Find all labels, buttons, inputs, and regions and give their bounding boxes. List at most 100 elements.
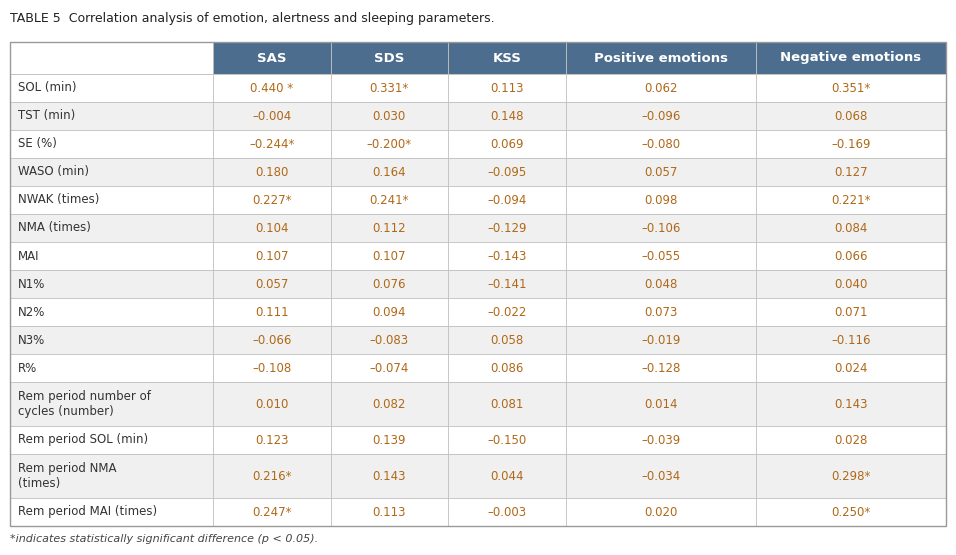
Bar — [566, 454, 756, 498]
Text: –0.129: –0.129 — [488, 221, 527, 235]
Text: 0.086: 0.086 — [490, 361, 524, 375]
Text: 0.014: 0.014 — [644, 397, 678, 411]
Text: –0.003: –0.003 — [488, 506, 527, 518]
Text: 0.331*: 0.331* — [370, 82, 409, 94]
Text: WASO (min): WASO (min) — [18, 165, 89, 179]
Bar — [756, 326, 946, 354]
Text: 0.250*: 0.250* — [832, 506, 871, 518]
Text: SE (%): SE (%) — [18, 138, 56, 150]
Text: 0.044: 0.044 — [490, 470, 524, 482]
Bar — [213, 102, 331, 130]
Text: 0.040: 0.040 — [835, 278, 868, 290]
Text: TABLE 5  Correlation analysis of emotion, alertness and sleeping parameters.: TABLE 5 Correlation analysis of emotion,… — [10, 12, 494, 25]
Bar — [448, 102, 566, 130]
Text: –0.074: –0.074 — [370, 361, 409, 375]
Text: Positive emotions: Positive emotions — [594, 52, 728, 64]
Bar — [566, 158, 756, 186]
Text: –0.094: –0.094 — [488, 194, 527, 206]
Text: 0.024: 0.024 — [835, 361, 868, 375]
Text: –0.116: –0.116 — [831, 334, 871, 346]
Text: SDS: SDS — [374, 52, 404, 64]
Bar — [331, 214, 448, 242]
Bar — [756, 426, 946, 454]
Bar — [331, 158, 448, 186]
Text: 0.127: 0.127 — [834, 165, 868, 179]
Bar — [566, 242, 756, 270]
Bar — [10, 270, 213, 298]
Bar — [448, 74, 566, 102]
Bar — [213, 130, 331, 158]
Text: 0.164: 0.164 — [373, 165, 406, 179]
Bar — [566, 130, 756, 158]
Bar — [756, 242, 946, 270]
Bar — [10, 130, 213, 158]
Bar — [331, 298, 448, 326]
Bar — [213, 186, 331, 214]
Text: –0.169: –0.169 — [831, 138, 871, 150]
Text: 0.221*: 0.221* — [831, 194, 871, 206]
Text: –0.034: –0.034 — [641, 470, 681, 482]
Text: 0.069: 0.069 — [490, 138, 524, 150]
Text: Rem period number of
cycles (number): Rem period number of cycles (number) — [18, 390, 151, 418]
Text: Rem period SOL (min): Rem period SOL (min) — [18, 433, 148, 447]
Bar — [448, 158, 566, 186]
Bar — [756, 382, 946, 426]
Text: N3%: N3% — [18, 334, 45, 346]
Bar — [213, 214, 331, 242]
Text: 0.076: 0.076 — [373, 278, 406, 290]
Text: 0.143: 0.143 — [373, 470, 406, 482]
Text: 0.298*: 0.298* — [831, 470, 871, 482]
Bar — [331, 42, 448, 74]
Bar — [10, 42, 213, 74]
Text: 0.030: 0.030 — [373, 109, 406, 123]
Text: –0.143: –0.143 — [488, 250, 527, 263]
Bar — [10, 186, 213, 214]
Bar — [566, 214, 756, 242]
Text: 0.098: 0.098 — [644, 194, 678, 206]
Bar — [756, 186, 946, 214]
Bar — [331, 74, 448, 102]
Bar — [331, 186, 448, 214]
Bar — [756, 354, 946, 382]
Text: –0.022: –0.022 — [488, 305, 527, 319]
Text: 0.068: 0.068 — [835, 109, 868, 123]
Bar — [213, 242, 331, 270]
Bar — [331, 354, 448, 382]
Text: –0.004: –0.004 — [252, 109, 292, 123]
Bar — [213, 498, 331, 526]
Text: –0.244*: –0.244* — [250, 138, 294, 150]
Text: –0.039: –0.039 — [641, 433, 681, 447]
Text: –0.200*: –0.200* — [367, 138, 412, 150]
Text: 0.058: 0.058 — [490, 334, 524, 346]
Bar — [448, 382, 566, 426]
Bar — [756, 74, 946, 102]
Bar — [10, 354, 213, 382]
Text: –0.150: –0.150 — [488, 433, 527, 447]
Text: Rem period NMA
(times): Rem period NMA (times) — [18, 462, 117, 490]
Bar — [10, 382, 213, 426]
Bar — [756, 498, 946, 526]
Bar — [10, 42, 946, 526]
Bar — [448, 298, 566, 326]
Text: –0.095: –0.095 — [488, 165, 527, 179]
Bar — [566, 498, 756, 526]
Bar — [331, 102, 448, 130]
Bar — [331, 426, 448, 454]
Bar — [10, 426, 213, 454]
Text: 0.440 *: 0.440 * — [250, 82, 293, 94]
Text: 0.123: 0.123 — [255, 433, 289, 447]
Text: N1%: N1% — [18, 278, 45, 290]
Text: –0.066: –0.066 — [252, 334, 292, 346]
Bar — [566, 270, 756, 298]
Text: 0.107: 0.107 — [255, 250, 289, 263]
Bar — [10, 102, 213, 130]
Bar — [566, 298, 756, 326]
Bar — [566, 42, 756, 74]
Bar — [331, 130, 448, 158]
Bar — [566, 426, 756, 454]
Bar — [213, 74, 331, 102]
Text: 0.247*: 0.247* — [252, 506, 292, 518]
Bar — [448, 130, 566, 158]
Text: –0.106: –0.106 — [641, 221, 681, 235]
Bar — [331, 382, 448, 426]
